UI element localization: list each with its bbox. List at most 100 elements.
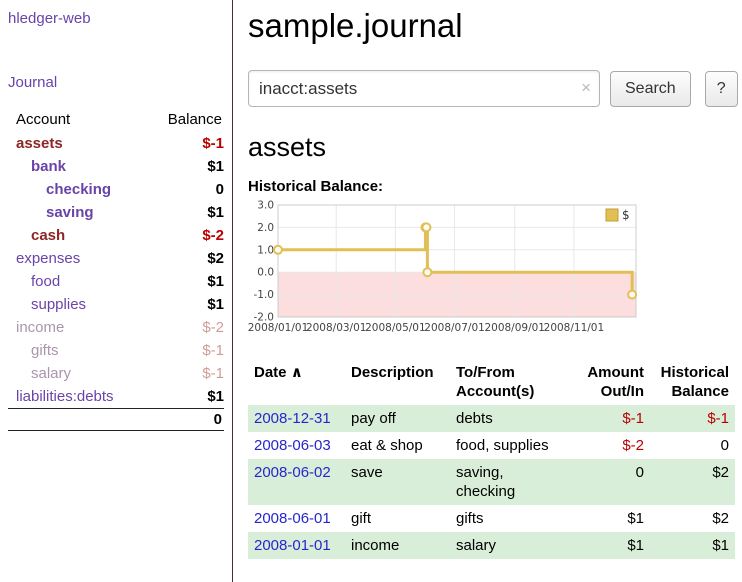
account-balance: 0: [215, 181, 224, 198]
register-row: 2008-01-01 income salary $1 $1: [248, 532, 735, 559]
register-date-cell: 2008-06-02: [248, 459, 345, 505]
register-header-date-label: Date: [254, 364, 287, 381]
account-balance: $-1: [202, 342, 224, 359]
account-balance: $-2: [202, 319, 224, 336]
plot-border: [277, 204, 637, 318]
data-point-marker: [273, 244, 283, 255]
account-balance: $-1: [202, 365, 224, 382]
account-row: expenses $2: [8, 247, 224, 270]
transaction-date-link[interactable]: 2008-12-31: [254, 410, 331, 427]
account-link[interactable]: cash: [31, 227, 66, 244]
account-link[interactable]: expenses: [16, 250, 81, 267]
account-link[interactable]: bank: [31, 158, 67, 175]
account-balance: $-1: [202, 135, 224, 152]
y-tick-label: 0.0: [257, 267, 274, 279]
transaction-description: gift: [351, 510, 372, 527]
account-balance: $1: [207, 296, 224, 313]
x-tick-label: 2008/05/01: [365, 322, 426, 334]
account-name-cell: saving: [8, 201, 149, 224]
account-row: salary $-1: [8, 362, 224, 385]
account-link[interactable]: income: [16, 319, 65, 336]
account-name-cell: bank: [8, 155, 149, 178]
account-link[interactable]: checking: [46, 181, 112, 198]
sidebar-nav: Journal: [8, 74, 224, 92]
register-header-description: Description: [351, 364, 434, 381]
account-row: checking 0: [8, 178, 224, 201]
account-name-cell: supplies: [8, 293, 149, 316]
account-name-cell: cash: [8, 224, 149, 247]
sort-ascending-icon: ∧: [290, 364, 303, 381]
register-row: 2008-06-01 gift gifts $1 $2: [248, 505, 735, 532]
transaction-running-balance: $2: [712, 510, 729, 527]
register-date-cell: 2008-12-31: [248, 405, 345, 432]
account-row: bank $1: [8, 155, 224, 178]
account-balance: $-2: [202, 227, 224, 244]
transaction-running-balance: 0: [720, 437, 729, 454]
account-row: cash $-2: [8, 224, 224, 247]
search-button[interactable]: Search: [610, 70, 691, 107]
transaction-running-balance: $2: [712, 464, 729, 481]
account-row: food $1: [8, 270, 224, 293]
account-link[interactable]: liabilities:debts: [16, 388, 114, 405]
accounts-table-body: assets $-1 bank $1 checking 0 saving $1 cash $-2 e…: [8, 132, 224, 409]
account-balance: $2: [207, 250, 224, 267]
transaction-running-balance: $1: [712, 537, 729, 554]
transaction-accounts: salary: [456, 537, 497, 554]
account-link[interactable]: assets: [16, 135, 63, 152]
accounts-header-account: Account: [16, 111, 71, 128]
transaction-amount: 0: [635, 464, 644, 481]
transaction-date-link[interactable]: 2008-06-01: [254, 510, 331, 527]
account-row: assets $-1: [8, 132, 224, 155]
transaction-date-link[interactable]: 2008-01-01: [254, 537, 331, 554]
transaction-description: save: [351, 464, 383, 481]
account-link[interactable]: supplies: [31, 296, 87, 313]
search-input[interactable]: [248, 70, 600, 107]
y-tick-label: -2.0: [254, 312, 275, 324]
account-row: supplies $1: [8, 293, 224, 316]
transaction-accounts: debts: [456, 410, 493, 427]
data-point-marker: [421, 222, 432, 233]
account-row: saving $1: [8, 201, 224, 224]
transaction-running-balance: $-1: [707, 410, 729, 427]
transaction-description: income: [351, 537, 400, 554]
accounts-table: Account Balance assets $-1 bank $1 checking 0…: [8, 108, 224, 431]
register-table: Date ∧ Description To/From Account(s) Am…: [248, 359, 735, 559]
data-point-marker: [422, 267, 433, 278]
transaction-amount: $-1: [622, 410, 644, 427]
y-tick-label: -1.0: [254, 289, 275, 301]
legend-swatch: [605, 208, 619, 222]
transaction-accounts: gifts: [456, 510, 484, 527]
journal-link[interactable]: Journal: [8, 74, 58, 91]
register-header-balance: Historical Balance: [660, 364, 729, 400]
legend-label: $: [622, 208, 630, 222]
transaction-description: pay off: [351, 410, 396, 427]
historical-balance-chart: 3.0 2.0 1.0 0.0 -1.0 -2.02008/01/012008/03/01…: [248, 200, 638, 334]
account-row: liabilities:debts $1: [8, 385, 224, 409]
clear-search-icon[interactable]: ×: [581, 78, 591, 97]
transaction-accounts: saving, checking: [456, 464, 516, 500]
x-tick-label: 2008/07/01: [424, 322, 485, 334]
account-name-cell: checking: [8, 178, 149, 201]
app-title-link[interactable]: hledger-web: [8, 10, 91, 27]
search-form: × Search ?: [248, 70, 738, 107]
account-link[interactable]: gifts: [31, 342, 59, 359]
account-link[interactable]: salary: [31, 365, 72, 382]
account-link[interactable]: saving: [46, 204, 94, 221]
register-date-cell: 2008-06-01: [248, 505, 345, 532]
account-name-cell: salary: [8, 362, 149, 385]
accounts-header-balance: Balance: [167, 111, 222, 128]
account-link[interactable]: food: [31, 273, 61, 290]
transaction-date-link[interactable]: 2008-06-02: [254, 464, 331, 481]
register-row: 2008-06-02 save saving, checking 0 $2: [248, 459, 735, 505]
account-balance: $1: [207, 204, 224, 221]
account-heading: assets: [248, 132, 327, 162]
register-header-date[interactable]: Date ∧: [248, 359, 345, 405]
transaction-amount: $1: [627, 537, 644, 554]
transaction-date-link[interactable]: 2008-06-03: [254, 437, 331, 454]
y-tick-label: 1.0: [257, 244, 274, 256]
main-content: sample.journal × Search ? assets Histori…: [233, 0, 742, 582]
help-button[interactable]: ?: [704, 70, 738, 107]
register-date-cell: 2008-06-03: [248, 432, 345, 459]
accounts-total-value: 0: [148, 408, 224, 431]
account-name-cell: food: [8, 270, 149, 293]
